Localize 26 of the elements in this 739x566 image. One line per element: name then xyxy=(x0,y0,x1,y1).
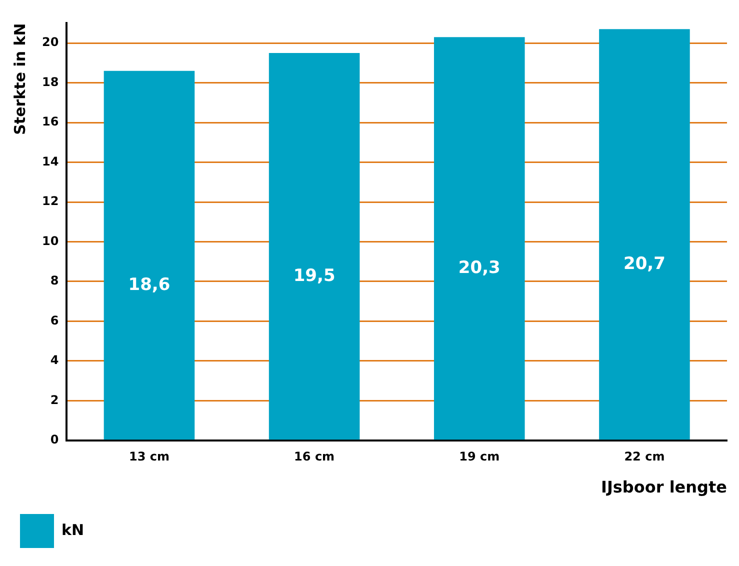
x-tick-label: 19 cm xyxy=(459,450,500,464)
y-tick-label: 10 xyxy=(42,234,59,248)
y-tick-label: 20 xyxy=(42,35,59,50)
bar xyxy=(104,70,195,440)
data-label: 18,6 xyxy=(128,275,170,296)
bar xyxy=(434,37,525,440)
y-tick-label: 12 xyxy=(42,194,59,208)
y-tick-label: 16 xyxy=(42,114,59,129)
x-tick-label: 13 cm xyxy=(128,450,170,464)
y-axis-title: Sterkte in kN xyxy=(10,23,29,135)
x-tick-label: 22 cm xyxy=(624,450,665,464)
legend-label: kN xyxy=(62,520,84,539)
bar xyxy=(599,29,690,440)
y-tick-label: 6 xyxy=(50,313,59,328)
bar xyxy=(268,53,360,440)
y-tick-label: 2 xyxy=(50,392,59,407)
data-label: 19,5 xyxy=(293,266,336,286)
y-tick-label: 0 xyxy=(50,432,59,447)
y-tick-label: 14 xyxy=(42,154,59,168)
data-label: 20,3 xyxy=(458,258,500,278)
x-tick-label: 16 cm xyxy=(294,450,335,464)
y-tick-label: 8 xyxy=(50,274,59,288)
data-label: 20,7 xyxy=(623,254,666,274)
y-tick-label: 4 xyxy=(50,353,59,368)
y-tick-label: 18 xyxy=(42,74,59,89)
x-axis-title: IJsboor lengte xyxy=(600,478,728,497)
